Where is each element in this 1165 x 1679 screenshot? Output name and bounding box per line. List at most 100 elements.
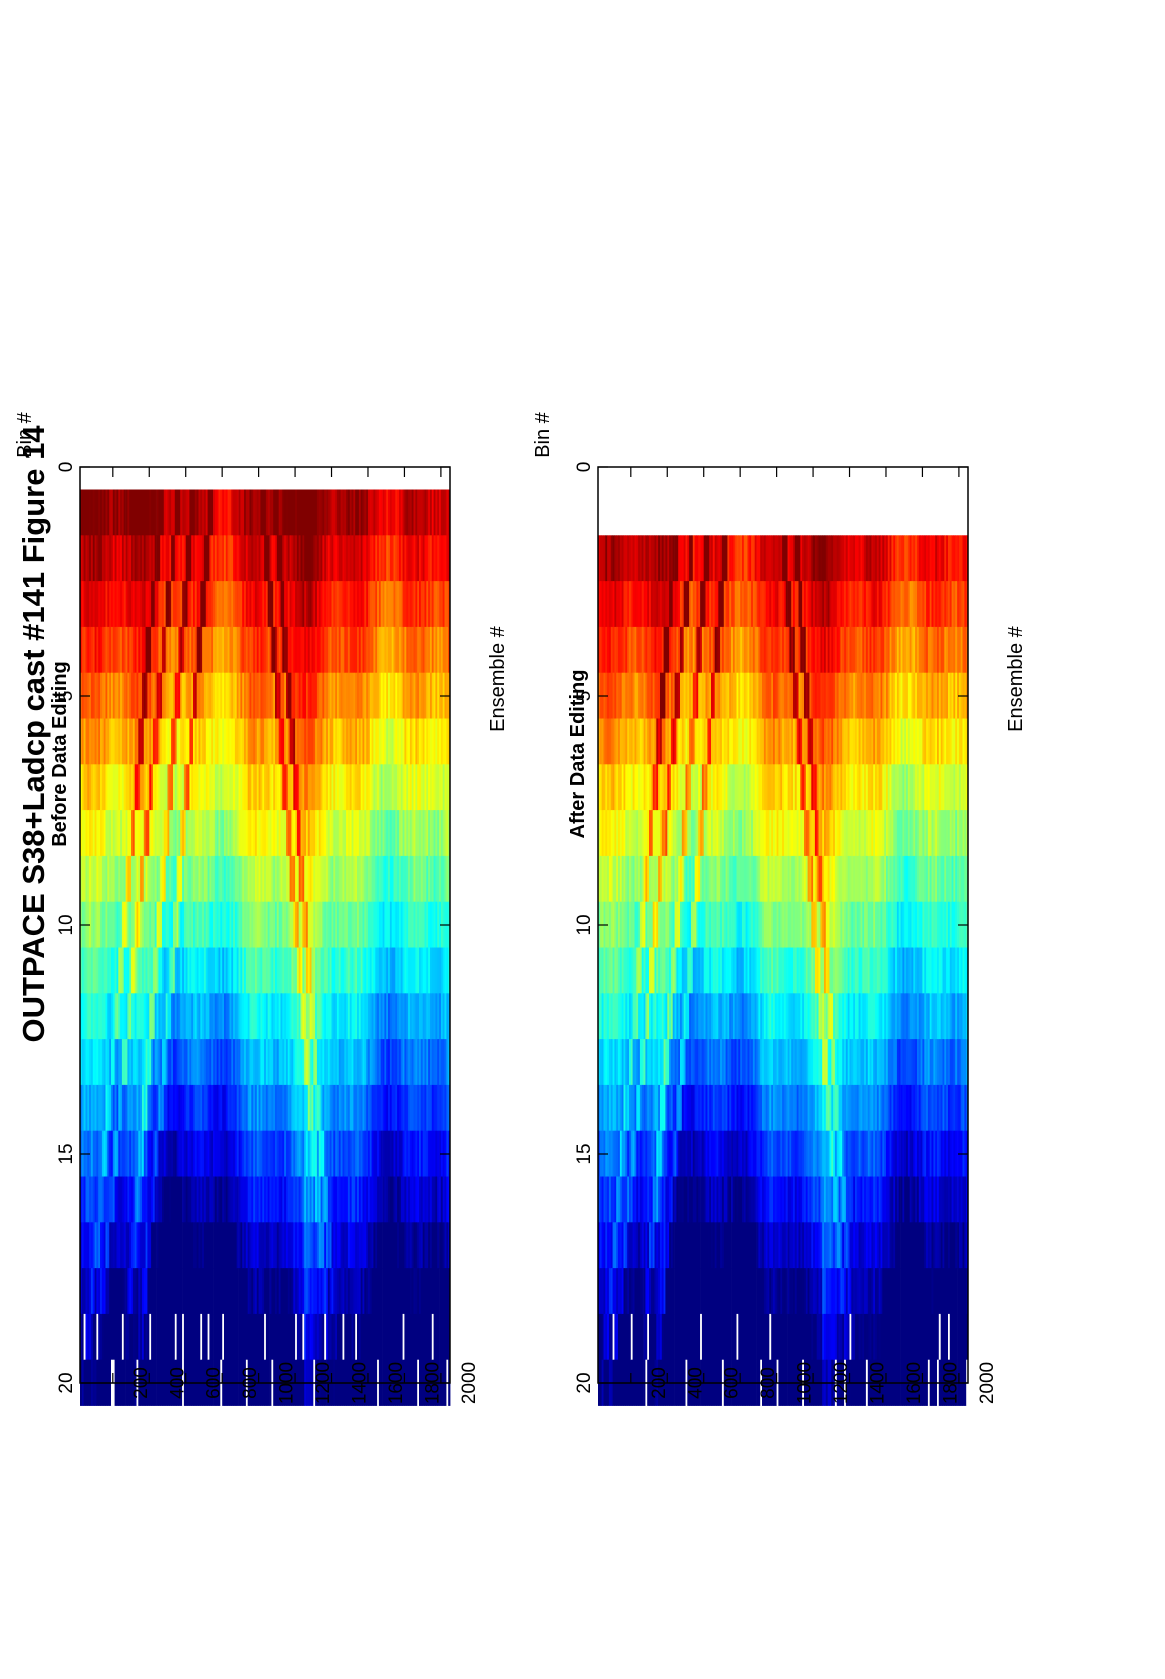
heatmap-cell [131,1084,134,1132]
heatmap-cell [111,672,114,719]
heatmap-cell [632,1313,635,1361]
heatmap-cell [134,1176,137,1223]
heatmap-cell [218,1084,221,1132]
heatmap-cell [286,1084,289,1132]
heatmap-cell [333,581,336,628]
heatmap-cell [632,718,635,765]
heatmap-cell [182,1039,185,1086]
heatmap-cell [287,581,290,628]
heatmap-cell [264,1268,267,1315]
heatmap-cell [94,1130,97,1177]
heatmap-cell [444,1268,447,1315]
heatmap-cell [143,489,147,536]
heatmap-cell [249,1130,252,1177]
heatmap-cell [262,626,265,674]
heatmap-cell [236,1268,239,1315]
heatmap-cell [158,855,161,903]
heatmap-cell [404,810,407,857]
heatmap-cell [118,535,121,582]
heatmap-cell [258,810,261,857]
heatmap-cell [641,581,644,628]
heatmap-cell [123,1222,126,1269]
heatmap-cell [265,672,269,719]
heatmap-cell [672,718,675,765]
heatmap-cell [94,1084,97,1132]
heatmap-cell [89,718,92,765]
heatmap-cell [138,1313,141,1361]
heatmap-cell [134,535,137,582]
heatmap-cell [245,1222,249,1269]
heatmap-cell [242,581,245,628]
heatmap-cell [211,810,214,857]
heatmap-cell [105,1130,108,1177]
heatmap-cell [282,993,285,1040]
heatmap-cell [437,581,440,628]
heatmap-cell [183,535,187,582]
heatmap-cell [265,1313,269,1361]
heatmap-cell [291,993,294,1040]
heatmap-cell [116,626,119,674]
heatmap-cell [96,855,99,903]
heatmap-cell [163,1222,167,1269]
heatmap-cell [118,1039,121,1086]
heatmap-cell [665,718,668,765]
heatmap-cell [388,1268,391,1315]
heatmap-cell [191,1313,194,1361]
heatmap-cell [154,1313,157,1361]
heatmap-cell [176,947,179,994]
heatmap-cell [131,993,134,1040]
heatmap-cell [357,1084,360,1132]
heatmap-cell [125,535,128,582]
heatmap-cell [253,1130,256,1177]
heatmap-cell [282,1176,285,1223]
heatmap-cell [154,993,157,1040]
heatmap-cell [94,855,97,903]
heatmap-cell [154,901,157,948]
heatmap-cell [428,901,431,948]
heatmap-cell [428,1222,431,1269]
heatmap-cell [238,810,241,857]
heatmap-cell [196,1222,199,1269]
heatmap-cell [291,1176,294,1223]
heatmap-cell [227,1039,230,1086]
heatmap-cell [109,581,112,628]
heatmap-cell [300,626,303,674]
heatmap-cell [101,535,105,582]
heatmap-cell [140,1268,143,1315]
heatmap-cell [287,901,290,948]
heatmap-cell [420,993,423,1040]
heatmap-cell [286,489,289,536]
heatmap-cell [255,718,258,765]
heatmap-cell [187,1039,190,1086]
heatmap-cell [373,626,376,674]
heatmap-cell [229,535,232,582]
heatmap-cell [245,764,249,811]
heatmap-cell [194,672,198,719]
heatmap-cell [216,901,219,948]
heatmap-cell [420,1313,423,1361]
heatmap-cell [276,1176,279,1223]
heatmap-cell [218,1268,221,1315]
heatmap-cell [118,901,121,948]
heatmap-cell [131,1313,134,1361]
heatmap-cell [665,855,668,903]
heatmap-cell [420,810,423,857]
heatmap-cell [196,1176,199,1223]
heatmap-cell [112,489,116,536]
heatmap-cell [258,1130,261,1177]
heatmap-cell [205,581,209,628]
heatmap-cell [92,626,96,674]
heatmap-cell [202,489,205,536]
heatmap-cell [147,1176,150,1223]
heatmap-cell [156,626,159,674]
heatmap-cell [262,535,265,582]
heatmap-cell [143,993,147,1040]
heatmap-cell [225,764,229,811]
heatmap-cell [118,993,121,1040]
heatmap-cell [632,1039,635,1086]
heatmap-cell [404,1039,407,1086]
heatmap-cell [265,489,269,536]
heatmap-cell [625,1222,628,1269]
heatmap-cell [681,810,684,857]
heatmap-cell [169,672,172,719]
